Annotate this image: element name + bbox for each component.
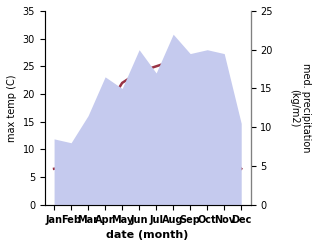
Y-axis label: max temp (C): max temp (C) xyxy=(7,74,17,142)
Y-axis label: med. precipitation
(kg/m2): med. precipitation (kg/m2) xyxy=(289,63,311,153)
X-axis label: date (month): date (month) xyxy=(107,230,189,240)
